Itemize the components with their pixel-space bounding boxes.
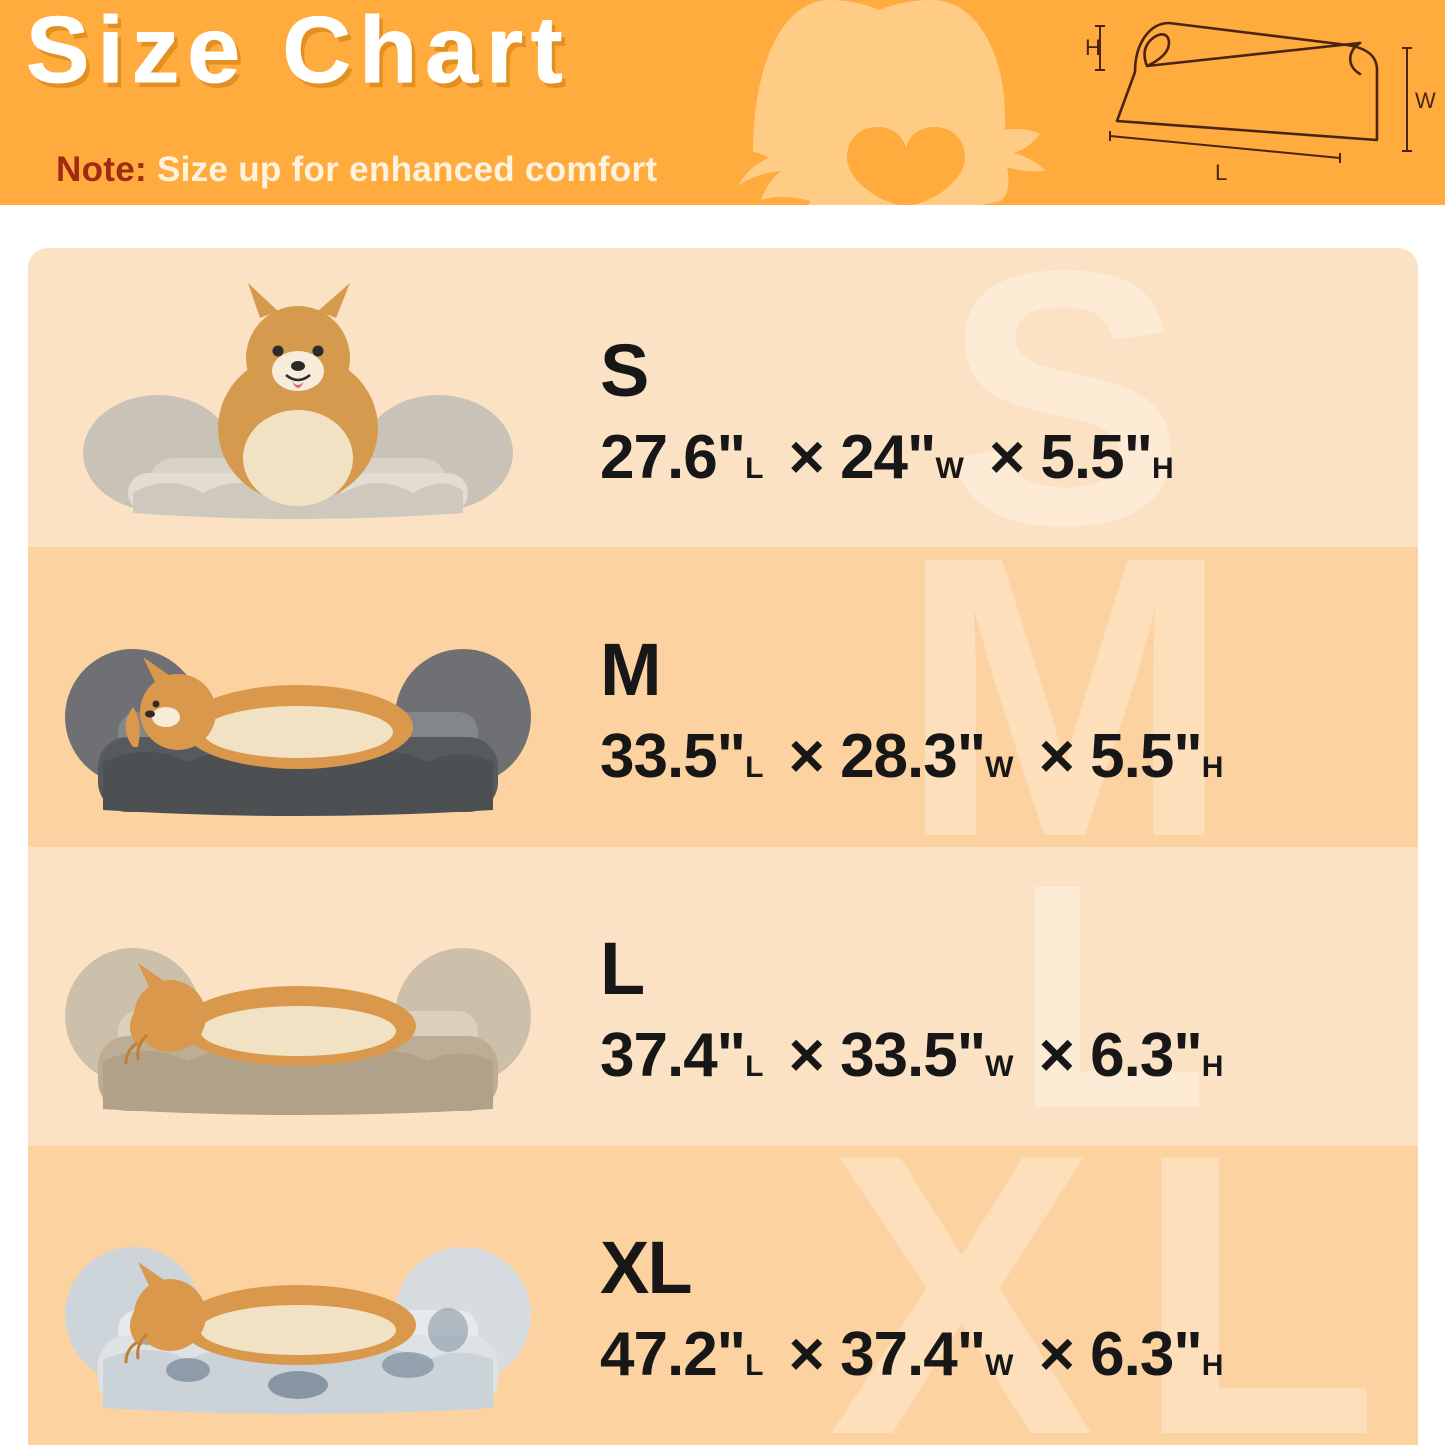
svg-text:L: L xyxy=(1215,160,1227,185)
svg-text:W: W xyxy=(1415,88,1436,113)
svg-text:H: H xyxy=(1085,35,1101,60)
